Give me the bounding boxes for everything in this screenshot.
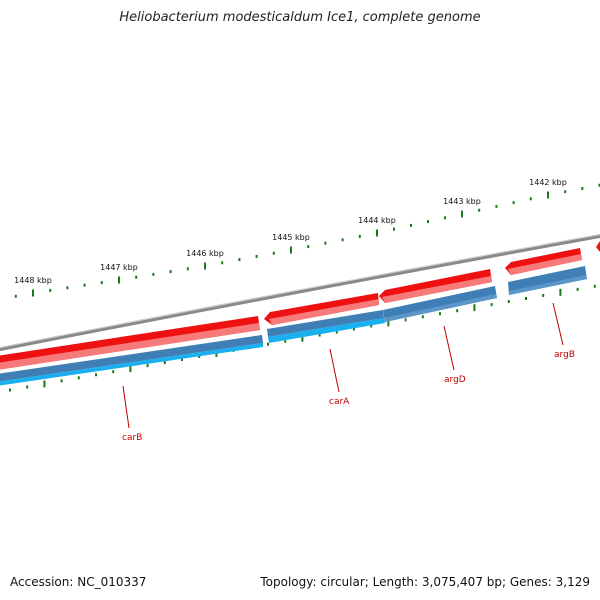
footer: Accession: NC_010337 Topology: circular;… (10, 575, 590, 591)
gene-arrow-argD[interactable] (379, 269, 492, 303)
leader-line-carA (329, 348, 340, 393)
accession-text: Accession: NC_010337 (10, 575, 147, 589)
scale-label: 1445 kbp (272, 233, 310, 242)
leader-line-carB (122, 385, 130, 429)
scale-label: 1448 kbp (14, 276, 52, 285)
gene-label-argD: argD (444, 375, 466, 385)
scale-labels: 1448 kbp 1447 kbp 1446 kbp 1445 kbp 1444 kbp… (14, 178, 567, 285)
gene-label-carB: carB (122, 433, 142, 443)
gene-arrow-carB[interactable] (0, 316, 260, 371)
scale-label: 1444 kbp (358, 216, 396, 225)
major-tick-marks (32, 191, 549, 297)
cds-bar-argB[interactable] (508, 266, 587, 295)
leader-line-argB (552, 302, 564, 346)
gene-arrow-carA[interactable] (264, 293, 379, 325)
leader-line-argD (443, 325, 455, 371)
scale-label: 1443 kbp (443, 197, 481, 206)
scale-label: 1447 kbp (100, 263, 138, 272)
gene-label-carA: carA (329, 397, 350, 407)
cds-bar-carB[interactable] (0, 335, 263, 387)
genome-stats-text: Topology: circular; Length: 3,075,407 bp… (260, 575, 590, 589)
cds-bar-argD[interactable] (383, 286, 497, 322)
genome-backbone (0, 234, 600, 352)
gene-label-argB: argB (554, 350, 575, 360)
cds-bar-carA[interactable] (267, 310, 385, 343)
scale-label: 1446 kbp (186, 249, 224, 258)
genome-backbone-highlight (0, 234, 600, 349)
scale-label: 1442 kbp (529, 178, 567, 187)
gene-arrow-argB[interactable] (505, 248, 582, 275)
map-title: Heliobacterium modesticaldum Ice1, compl… (119, 10, 481, 25)
gene-arrow-next[interactable] (596, 241, 600, 252)
